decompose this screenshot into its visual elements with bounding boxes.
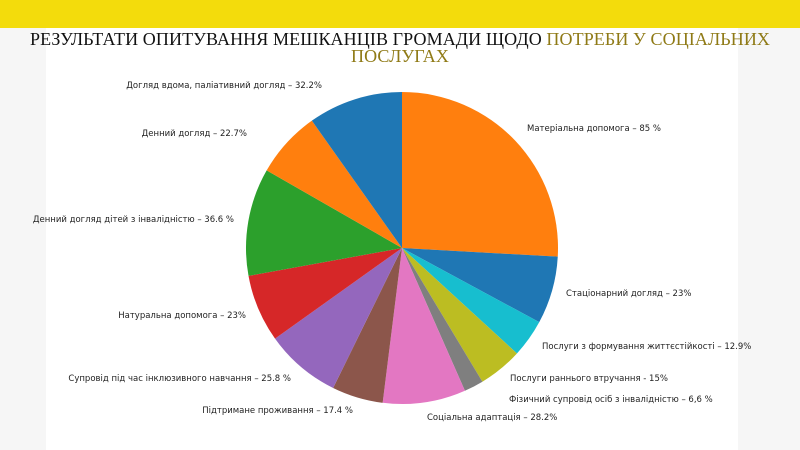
pie-slice-1 [402,92,558,257]
pie-slice-7 [333,248,402,403]
pie-label-8: Супровід під час інклюзивного навчання –… [68,374,291,384]
pie-label-1: Матеріальна допомога – 85 % [527,124,661,134]
pie-label-2: Стаціонарний догляд – 23% [566,289,691,299]
top-accent-band [0,0,800,28]
pie-label-9: Натуральна допомога – 23% [118,311,246,321]
pie-label-12: Догляд вдома, паліативний догляд – 32.2% [126,81,322,91]
pie-slices [246,92,558,405]
slide-title-main: РЕЗУЛЬТАТИ ОПИТУВАННЯ МЕШКАНЦІВ ГРОМАДИ … [29,29,547,49]
pie-label-6: Соціальна адаптація – 28.2% [427,413,557,423]
pie-slice-10 [246,170,402,276]
slide-title-highlight: ПОТРЕБИ У СОЦІАЛЬНИХ ПОСЛУГАХ [351,29,771,66]
pie-label-4: Послуги раннього втручання - 15% [510,374,668,384]
pie-slice-8 [275,248,402,388]
pie-slice-11 [266,120,402,248]
pie-slice-2 [402,248,558,323]
slide-title: РЕЗУЛЬТАТИ ОПИТУВАННЯ МЕШКАНЦІВ ГРОМАДИ … [20,29,780,66]
pie-label-5: Фізичний супровід осіб з інвалідністю – … [509,395,713,405]
pie-label-11: Денний догляд – 22.7% [142,129,247,139]
pie-slice-3 [402,248,540,354]
pie-label-7: Підтримане проживання – 17.4 % [202,406,353,416]
pie-label-10: Денний догляд дітей з інвалідністю – 36.… [33,215,234,225]
pie-slice-5 [402,248,483,391]
pie-slice-6 [382,248,465,405]
pie-label-3: Послуги з формування життєстійкості – 12… [542,342,751,352]
pie-slice-4 [402,248,517,382]
pie-slice-9 [248,248,402,339]
pie-slice-12 [311,92,402,248]
pie-labels: Матеріальна допомога – 85 % Стаціонарний … [33,81,751,423]
